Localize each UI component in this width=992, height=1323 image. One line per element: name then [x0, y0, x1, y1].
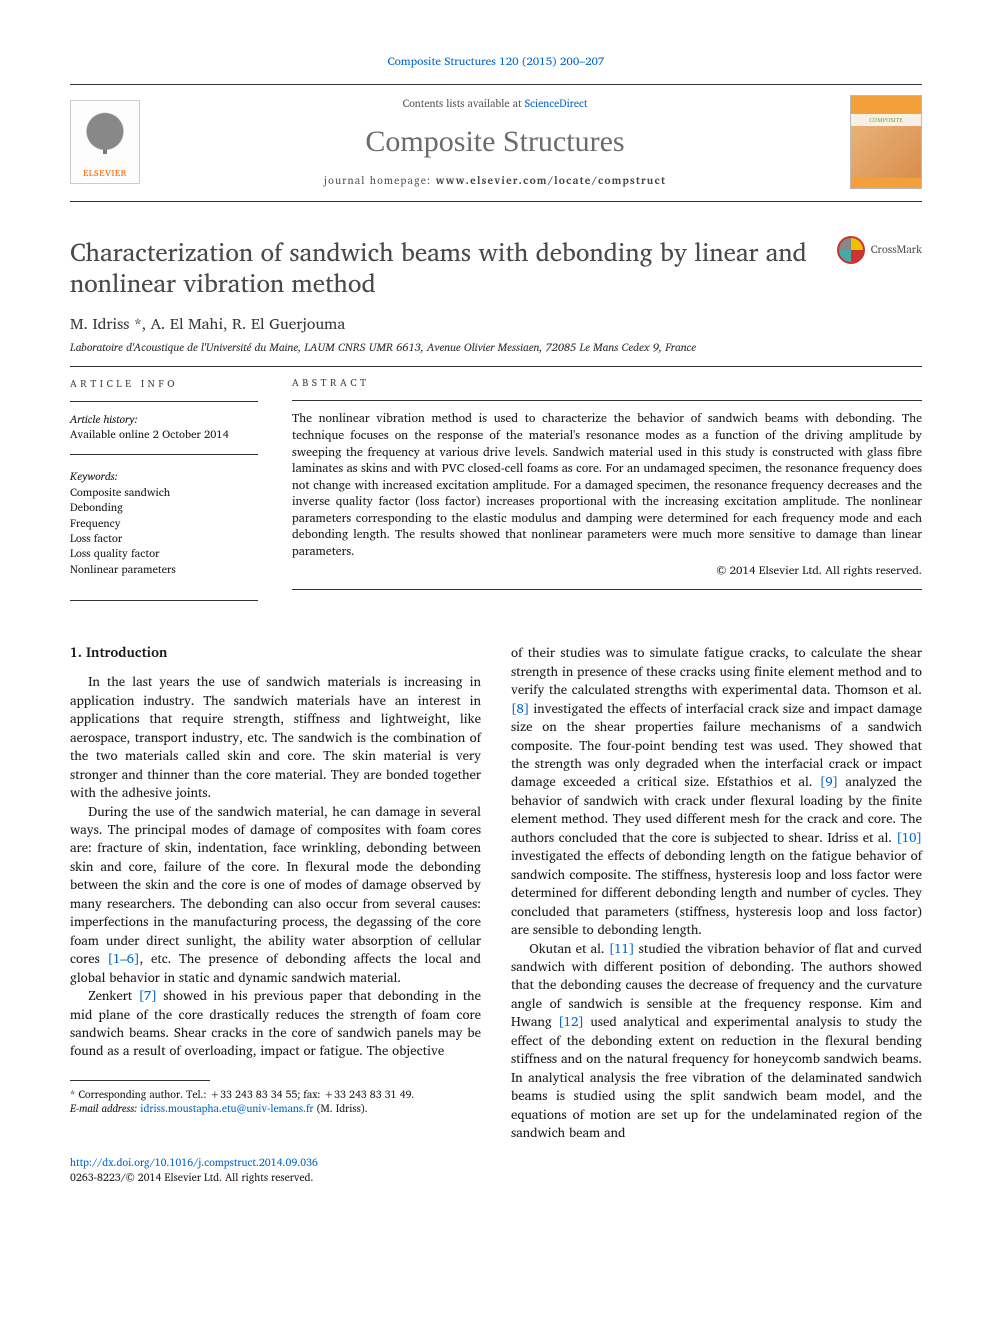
- elsevier-logo[interactable]: ELSEVIER: [70, 100, 140, 184]
- email-note: E-mail address: idriss.moustapha.etu@uni…: [70, 1101, 481, 1115]
- elsevier-tree-icon: [80, 109, 130, 165]
- running-citation: Composite Structures 120 (2015) 200–207: [70, 54, 922, 70]
- info-rule-2: [70, 454, 258, 455]
- keyword: Nonlinear parameters: [70, 562, 258, 577]
- paper-title: Characterization of sandwich beams with …: [70, 236, 819, 299]
- homepage-line: journal homepage: www.elsevier.com/locat…: [158, 173, 832, 188]
- footnote-separator: [70, 1080, 210, 1081]
- homepage-url[interactable]: www.elsevier.com/locate/compstruct: [436, 171, 667, 189]
- history-line: Available online 2 October 2014: [70, 427, 258, 442]
- crossmark-label: CrossMark: [871, 242, 922, 257]
- authors-line: M. Idriss *, A. El Mahi, R. El Guerjouma: [70, 313, 922, 335]
- page-footer: http://dx.doi.org/10.1016/j.compstruct.2…: [70, 1155, 922, 1184]
- text-span: used analytical and experimental analysi…: [511, 1010, 922, 1143]
- intro-p2: During the use of the sandwich material,…: [70, 802, 481, 987]
- affiliation: Laboratoire d'Acoustique de l'Université…: [70, 340, 922, 355]
- text-span: investigated the effects of debonding le…: [511, 844, 922, 940]
- info-rule: [70, 401, 258, 402]
- homepage-label: journal homepage:: [324, 171, 436, 189]
- cover-foot: [851, 178, 921, 188]
- cover-band: [851, 96, 921, 114]
- contents-line: Contents lists available at ScienceDirec…: [158, 96, 832, 111]
- hr-above-abstract: [70, 366, 922, 367]
- body-columns: 1. Introduction In the last years the us…: [70, 643, 922, 1141]
- journal-header: ELSEVIER Contents lists available at Sci…: [70, 84, 922, 202]
- text-span: During the use of the sandwich material,…: [70, 800, 481, 970]
- email-suffix: (M. Idriss).: [314, 1099, 368, 1117]
- col2-p2: Okutan et al. [11] studied the vibration…: [511, 939, 922, 1142]
- crossmark-widget[interactable]: CrossMark: [837, 236, 922, 264]
- abs-rule: [292, 400, 922, 401]
- author-email-link[interactable]: idriss.moustapha.etu@univ-lemans.fr: [140, 1099, 313, 1117]
- abstract-text: The nonlinear vibration method is used t…: [292, 411, 922, 560]
- journal-cover-thumb[interactable]: COMPOSITE STRUCTURES: [850, 95, 922, 189]
- info-rule-bottom: [70, 600, 258, 601]
- col2-p1: of their studies was to simulate fatigue…: [511, 643, 922, 938]
- issn-line: 0263-8223/© 2014 Elsevier Ltd. All right…: [70, 1170, 922, 1185]
- copyright-line: © 2014 Elsevier Ltd. All rights reserved…: [292, 563, 922, 579]
- journal-name: Composite Structures: [158, 121, 832, 163]
- intro-p1: In the last years the use of sandwich ma…: [70, 672, 481, 801]
- article-info-label: article info: [70, 377, 258, 391]
- crossmark-icon: [837, 236, 865, 264]
- cover-title-text: COMPOSITE STRUCTURES: [851, 114, 921, 126]
- contents-prefix: Contents lists available at: [403, 94, 525, 112]
- text-span: of their studies was to simulate fatigue…: [511, 641, 922, 700]
- email-label: E-mail address:: [70, 1099, 140, 1117]
- abstract-label: abstract: [292, 377, 922, 391]
- section-heading-intro: 1. Introduction: [70, 643, 481, 662]
- sciencedirect-link[interactable]: ScienceDirect: [525, 94, 588, 112]
- elsevier-wordmark: ELSEVIER: [83, 165, 127, 184]
- abs-rule-bottom: [292, 589, 922, 590]
- intro-p3: Zenkert [7] showed in his previous paper…: [70, 986, 481, 1060]
- cover-illustration: [851, 126, 921, 178]
